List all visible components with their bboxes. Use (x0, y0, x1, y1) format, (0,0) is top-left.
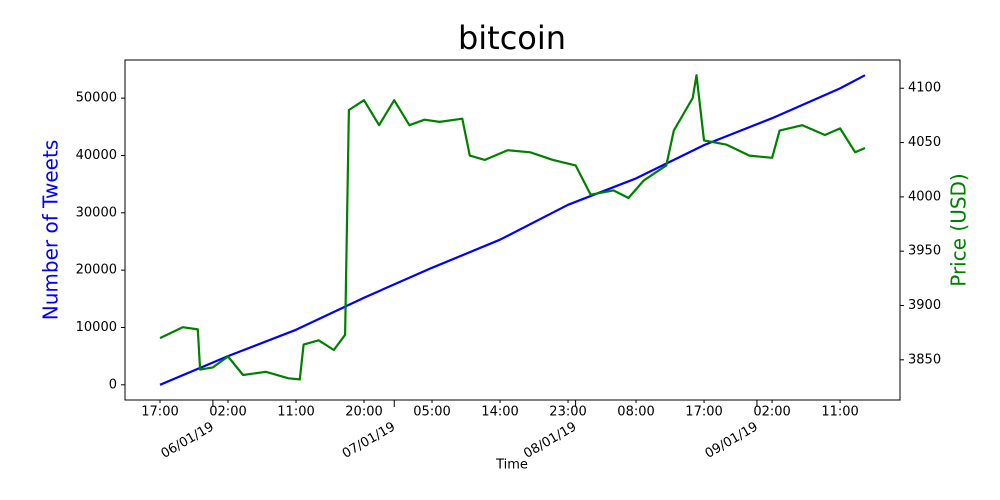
line-series (159, 74, 866, 386)
y2-tick-label: 3900 (908, 298, 941, 313)
y2-tick-label: 4000 (908, 189, 941, 204)
x-minor-tick-label: 14:00 (481, 405, 518, 420)
y-tick-label: 10000 (76, 320, 117, 335)
x-minor-tick-label: 11:00 (277, 405, 314, 420)
y-tick-label: 40000 (76, 148, 117, 163)
x-tick-label: 08/01/19 (521, 420, 579, 462)
plot-frame (124, 59, 901, 401)
x-tick-label: 06/01/19 (159, 420, 217, 462)
y-axis-label: Number of Tweets (39, 140, 63, 320)
y2-tick-label: 4050 (908, 135, 941, 150)
y-tick-label: 20000 (76, 263, 117, 278)
y-tick-label: 0 (109, 377, 117, 392)
y2-tick-label: 3850 (908, 352, 941, 367)
x-minor-tick-label: 02:00 (753, 405, 790, 420)
y-tick-label: 30000 (76, 205, 117, 220)
x-minor-tick-label: 08:00 (617, 405, 654, 420)
x-tick-label: 07/01/19 (340, 420, 398, 462)
x-tick-label: 09/01/19 (703, 420, 761, 462)
line-series (159, 74, 866, 381)
x-minor-tick-label: 11:00 (821, 405, 858, 420)
x-minor-tick-label: 17:00 (141, 405, 178, 420)
x-minor-tick-label: 17:00 (685, 405, 722, 420)
chart-title: bitcoin (458, 19, 566, 57)
y2-tick-label: 4100 (908, 81, 941, 96)
y2-axis-label: Price (USD) (947, 173, 971, 287)
x-minor-tick-label: 20:00 (345, 405, 382, 420)
x-minor-tick-label: 05:00 (413, 405, 450, 420)
x-minor-tick-label: 23:00 (549, 405, 586, 420)
x-axis-label: Time (495, 458, 528, 473)
x-minor-tick-label: 02:00 (209, 405, 246, 420)
y2-tick-label: 3950 (908, 244, 941, 259)
y-tick-label: 50000 (76, 91, 117, 106)
